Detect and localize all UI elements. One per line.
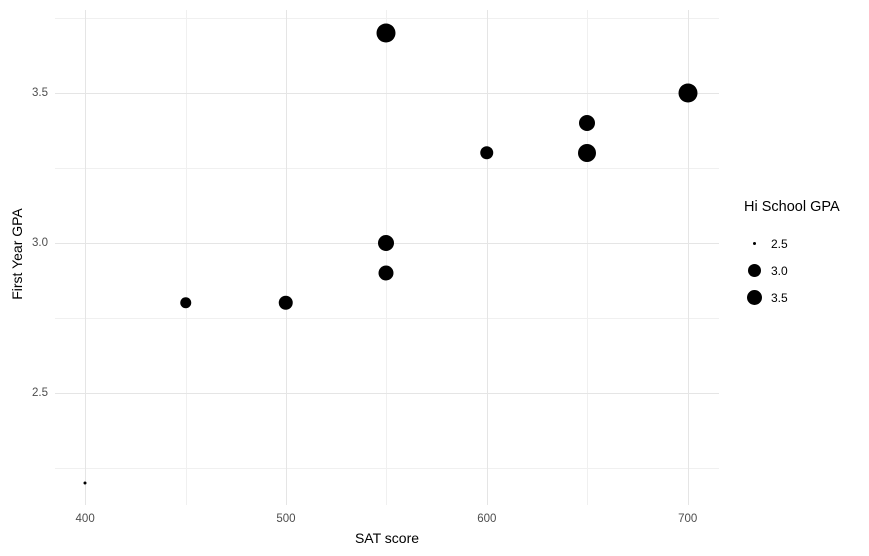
legend: Hi School GPA 2.5 3.0 3.5 bbox=[744, 198, 840, 311]
data-point bbox=[376, 23, 396, 42]
x-tick-label: 600 bbox=[477, 513, 497, 525]
gridline-x-major bbox=[285, 10, 287, 505]
gridline-y-major bbox=[55, 92, 719, 94]
gridline-y-minor bbox=[55, 167, 719, 169]
data-point bbox=[480, 145, 494, 160]
gridline-y-major bbox=[55, 392, 719, 394]
legend-item-label: 2.5 bbox=[771, 236, 788, 251]
data-point bbox=[83, 481, 87, 484]
legend-items: 2.5 3.0 3.5 bbox=[744, 230, 840, 311]
gridline-x-minor bbox=[185, 10, 187, 505]
y-tick-label: 3.0 bbox=[32, 236, 48, 249]
gridline-y-minor bbox=[55, 17, 719, 19]
gridline-x-minor bbox=[587, 10, 589, 505]
legend-key bbox=[744, 261, 764, 281]
gridline-x-minor bbox=[386, 10, 388, 505]
x-axis-title: SAT score bbox=[354, 530, 420, 546]
legend-key-dot bbox=[747, 264, 761, 277]
legend-key-dot bbox=[752, 242, 756, 245]
y-axis-title: First Year GPA bbox=[9, 208, 25, 300]
legend-item: 3.5 bbox=[744, 284, 840, 311]
legend-item: 3.0 bbox=[744, 257, 840, 284]
data-point bbox=[179, 296, 192, 309]
x-tick-label: 700 bbox=[678, 513, 698, 525]
legend-item-label: 3.0 bbox=[771, 263, 788, 278]
gridline-x-major bbox=[486, 10, 488, 505]
y-tick-label: 2.5 bbox=[32, 386, 48, 399]
gridline-y-minor bbox=[55, 317, 719, 319]
legend-key bbox=[744, 288, 764, 308]
x-tick-label: 400 bbox=[75, 513, 95, 525]
legend-item-label: 3.5 bbox=[771, 290, 788, 305]
data-point bbox=[378, 234, 395, 251]
data-point bbox=[578, 143, 597, 162]
gridline-x-major bbox=[85, 10, 87, 505]
gridline-y-minor bbox=[55, 467, 719, 469]
y-tick-label: 3.5 bbox=[32, 86, 48, 99]
data-point bbox=[278, 295, 294, 310]
legend-item: 2.5 bbox=[744, 230, 840, 257]
data-point bbox=[378, 265, 394, 280]
data-point bbox=[579, 114, 596, 131]
x-tick-label: 500 bbox=[276, 513, 296, 525]
gridline-x-major bbox=[687, 10, 689, 505]
legend-title: Hi School GPA bbox=[744, 199, 840, 215]
legend-key bbox=[744, 234, 764, 254]
data-point bbox=[678, 83, 698, 102]
legend-key-dot bbox=[746, 290, 762, 305]
